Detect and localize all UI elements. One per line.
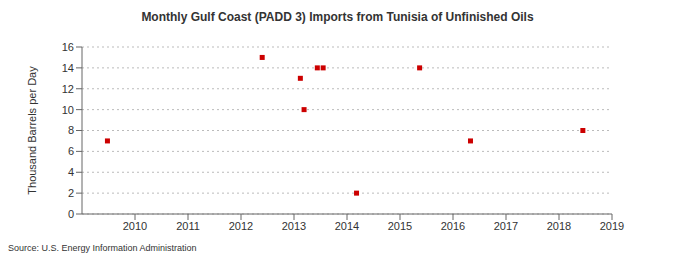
svg-text:2011: 2011 [176,220,200,232]
svg-text:Thousand Barrels per Day: Thousand Barrels per Day [26,66,38,195]
svg-text:2012: 2012 [229,220,253,232]
svg-text:14: 14 [62,62,74,74]
svg-text:2014: 2014 [335,220,359,232]
svg-text:2013: 2013 [282,220,306,232]
svg-text:2019: 2019 [600,220,624,232]
svg-text:6: 6 [68,145,74,157]
html-text:Monthly Gulf Coast (PADD 3) Im: Monthly Gulf Coast (PADD 3) Imports from… [141,10,534,24]
svg-text:2016: 2016 [441,220,465,232]
svg-text:4: 4 [68,166,74,178]
svg-text:12: 12 [62,83,74,95]
svg-text:2018: 2018 [547,220,571,232]
svg-text:8: 8 [68,124,74,136]
svg-text:2017: 2017 [494,220,518,232]
svg-text:2010: 2010 [123,220,147,232]
svg-text:16: 16 [62,41,74,53]
html-text:Source: U.S. Energy Informatio: Source: U.S. Energy Information Administ… [8,243,197,253]
svg-text:0: 0 [68,208,74,220]
svg-text:2015: 2015 [388,220,412,232]
svg-text:2: 2 [68,187,74,199]
svg-text:10: 10 [62,104,74,116]
